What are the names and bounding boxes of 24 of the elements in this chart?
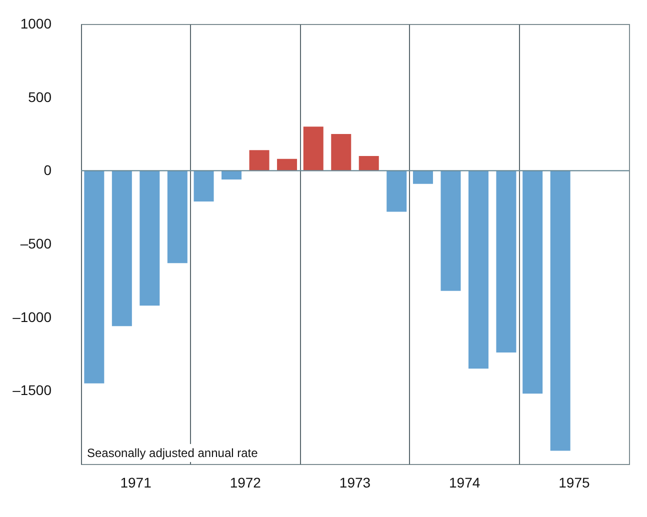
annotation: Seasonally adjusted annual rate	[87, 446, 258, 460]
y-tick-label: –1500	[12, 382, 52, 398]
y-tick-label: 0	[44, 162, 52, 178]
bar	[522, 170, 543, 394]
bar	[112, 170, 132, 326]
y-tick-label: –500	[20, 236, 52, 252]
bar	[249, 150, 270, 171]
y-tick-label: 1000	[20, 16, 52, 32]
bar	[440, 170, 461, 291]
x-tick-label: 1975	[558, 474, 590, 490]
bar	[194, 170, 214, 202]
x-tick-label: 1971	[120, 474, 152, 490]
x-tick-label: 1972	[230, 474, 262, 490]
bar	[496, 170, 516, 353]
x-tick-label: 1973	[339, 474, 371, 490]
bar	[412, 170, 433, 184]
bar	[358, 156, 379, 171]
bar	[386, 170, 407, 212]
bar	[550, 170, 570, 451]
y-tick-label: 500	[28, 88, 52, 105]
x-tick-label: 1974	[449, 474, 480, 490]
y-tick-label: –1000	[12, 308, 52, 325]
bar	[167, 170, 188, 264]
bar	[84, 170, 104, 384]
